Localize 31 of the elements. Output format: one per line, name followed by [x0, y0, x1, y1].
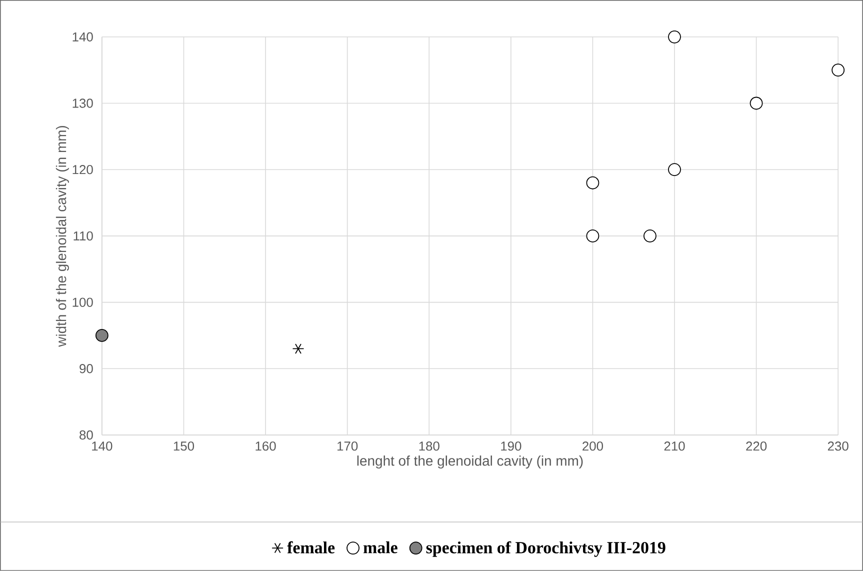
- point: [586, 230, 600, 242]
- x-tick-label: 230: [828, 442, 848, 451]
- point: [832, 64, 845, 77]
- y-tick-label: 90: [80, 364, 93, 374]
- point: [586, 176, 600, 190]
- legend-label: specimen of Dorochivtsy III-2019: [426, 541, 666, 557]
- x-tick-label: 200: [582, 442, 604, 451]
- x-tick-label: 210: [664, 442, 685, 451]
- x-tick-label: 140: [92, 442, 112, 451]
- point: [644, 230, 656, 242]
- point: [750, 96, 763, 110]
- y-tick-label: 130: [72, 98, 93, 108]
- x-tick-label: 150: [174, 442, 194, 451]
- legend-label: female: [287, 541, 335, 554]
- point: [668, 163, 681, 176]
- x-tick-label: 160: [256, 442, 276, 451]
- y-tick-label: 80: [80, 430, 93, 440]
- y-tick-label: 120: [72, 165, 93, 174]
- point: [668, 30, 681, 44]
- x-tick-label: 190: [501, 442, 522, 451]
- x-tick-label: 170: [337, 442, 358, 451]
- x-tick-label: 220: [746, 442, 767, 451]
- legend-label: male: [363, 541, 398, 554]
- y-axis-title: width of the glenoidal cavity (in mm): [56, 126, 69, 347]
- point: [95, 329, 108, 342]
- point: [292, 344, 304, 354]
- x-tick-label: 180: [419, 442, 440, 451]
- y-tick-label: 100: [72, 298, 93, 307]
- y-tick-label: 110: [74, 231, 93, 241]
- y-tick-label: 140: [72, 32, 93, 42]
- x-axis-title: lenght of the glenoidal cavity (in mm): [357, 456, 583, 469]
